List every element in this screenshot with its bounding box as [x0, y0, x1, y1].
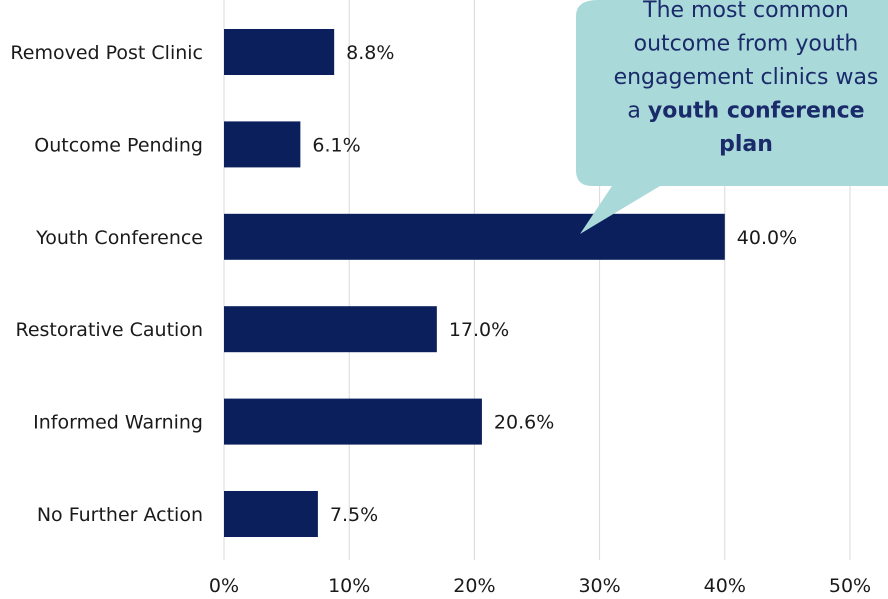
callout-line: engagement clinics was — [614, 65, 879, 90]
callout-line: plan — [719, 132, 773, 157]
category-labels: Removed Post Clinic Outcome Pending Youth … — [10, 42, 203, 526]
callout-segment: engagement clinics was — [614, 65, 879, 90]
bar-removed-post-clinic — [224, 29, 335, 75]
value-label-no-further-action: 7.5% — [330, 504, 378, 526]
value-label-informed-warning: 20.6% — [494, 412, 554, 434]
callout-text: The most common outcome from youth engagem… — [614, 0, 879, 157]
category-label-youth-conference: Youth Conference — [35, 227, 203, 249]
x-tick-label-30: 30% — [578, 575, 620, 597]
callout-line: The most common — [642, 0, 849, 23]
bars — [224, 29, 725, 537]
x-tick-label-10: 10% — [328, 575, 370, 597]
callout-segment: outcome from youth — [634, 32, 859, 57]
value-label-removed-post-clinic: 8.8% — [346, 42, 394, 64]
category-label-restorative-caution: Restorative Caution — [15, 319, 203, 341]
x-axis-tick-labels: 0% 10% 20% 30% 40% 50% — [209, 575, 871, 597]
x-tick-label-50: 50% — [829, 575, 871, 597]
callout-emphasis: plan — [719, 132, 773, 157]
category-label-removed-post-clinic: Removed Post Clinic — [10, 42, 203, 64]
callout-line: outcome from youth — [634, 32, 859, 57]
category-label-outcome-pending: Outcome Pending — [34, 134, 203, 156]
bar-informed-warning — [224, 398, 482, 445]
value-label-youth-conference: 40.0% — [737, 227, 797, 249]
callout-emphasis: youth conference — [648, 99, 865, 124]
callout-shape — [576, 0, 888, 234]
callout-segment: The most common — [642, 0, 849, 23]
callout-bubble: The most common outcome from youth engagem… — [576, 0, 888, 234]
bar-restorative-caution — [224, 306, 437, 353]
x-tick-label-0: 0% — [209, 575, 239, 597]
category-label-no-further-action: No Further Action — [37, 504, 203, 526]
bar-no-further-action — [224, 491, 318, 537]
value-label-outcome-pending: 6.1% — [312, 134, 360, 156]
x-tick-label-20: 20% — [453, 575, 495, 597]
value-labels: 8.8% 6.1% 40.0% 17.0% 20.6% 7.5% — [312, 42, 797, 526]
callout-line: a youth conference — [627, 99, 864, 124]
x-tick-label-40: 40% — [704, 575, 746, 597]
bar-outcome-pending — [224, 121, 301, 168]
bar-youth-conference — [224, 213, 725, 260]
category-label-informed-warning: Informed Warning — [33, 412, 203, 434]
callout-segment: a — [627, 99, 647, 124]
value-label-restorative-caution: 17.0% — [449, 319, 509, 341]
